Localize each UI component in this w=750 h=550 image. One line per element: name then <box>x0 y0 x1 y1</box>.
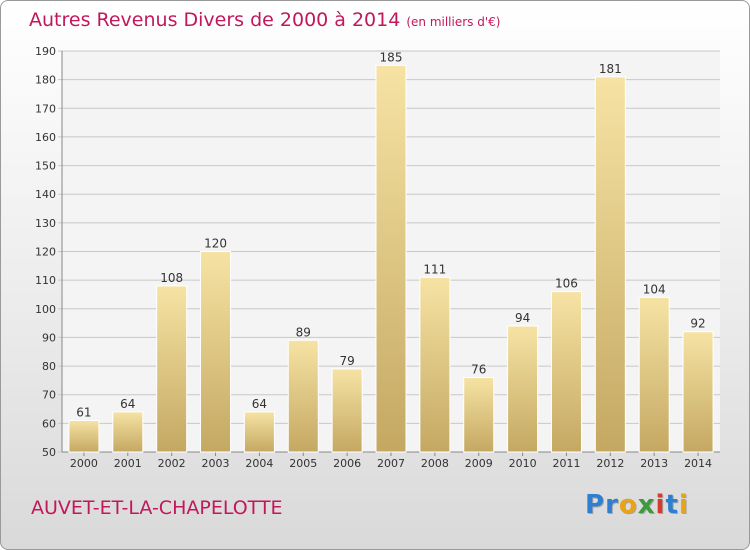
y-tick-label: 140 <box>35 188 56 201</box>
x-tick-label: 2002 <box>158 457 186 470</box>
x-tick-label: 2007 <box>377 457 405 470</box>
bar <box>156 285 188 453</box>
bar <box>682 331 714 453</box>
bar-value-label: 111 <box>423 262 446 276</box>
bar-value-label: 61 <box>76 405 91 419</box>
bar-value-label: 185 <box>380 50 403 64</box>
bar <box>112 411 144 453</box>
bar-value-label: 64 <box>120 397 135 411</box>
logo-letter: P <box>585 490 606 520</box>
y-tick-label: 160 <box>35 131 56 144</box>
bar <box>243 411 275 453</box>
y-tick-label: 100 <box>35 303 56 316</box>
x-tick-label: 2013 <box>640 457 668 470</box>
logo-letter: i <box>655 490 666 520</box>
bar-value-label: 181 <box>599 62 622 76</box>
x-tick-label: 2010 <box>509 457 537 470</box>
y-tick-label: 130 <box>35 217 56 230</box>
x-tick-label: 2006 <box>333 457 361 470</box>
bar-value-label: 76 <box>471 363 486 377</box>
bar <box>331 368 363 453</box>
y-tick-label: 170 <box>35 102 56 115</box>
bar-value-label: 106 <box>555 277 578 291</box>
bar <box>638 296 670 453</box>
x-tick-label: 2000 <box>70 457 98 470</box>
y-tick-label: 70 <box>42 389 56 402</box>
bar <box>550 291 582 453</box>
bar <box>68 419 100 453</box>
bar-value-label: 89 <box>296 325 311 339</box>
x-tick-label: 2014 <box>684 457 712 470</box>
logo-letter: t <box>665 490 679 520</box>
logo-letter: o <box>618 490 638 520</box>
bar <box>287 339 319 453</box>
bar <box>463 377 495 453</box>
y-tick-label: 150 <box>35 160 56 173</box>
bar <box>507 325 539 453</box>
y-tick-label: 60 <box>42 417 56 430</box>
y-tick-label: 110 <box>35 274 56 287</box>
x-tick-label: 2005 <box>289 457 317 470</box>
commune-name: AUVET-ET-LA-CHAPELOTTE <box>31 497 283 519</box>
x-tick-label: 2009 <box>465 457 493 470</box>
bar <box>200 251 232 453</box>
x-tick-label: 2003 <box>202 457 230 470</box>
bar <box>594 76 626 453</box>
bar-value-label: 108 <box>160 271 183 285</box>
bar-value-label: 104 <box>643 282 666 296</box>
y-tick-label: 90 <box>42 331 56 344</box>
x-tick-label: 2012 <box>596 457 624 470</box>
y-tick-label: 180 <box>35 74 56 87</box>
chart-title-text: Autres Revenus Divers de 2000 à 2014 <box>29 9 401 31</box>
chart-unit: (en milliers d'€) <box>406 15 501 29</box>
logo-letter: r <box>605 490 619 520</box>
proxiti-logo[interactable]: Proxiti <box>585 490 689 520</box>
bar-value-label: 120 <box>204 237 227 251</box>
y-tick-label: 190 <box>35 45 56 58</box>
bar-value-label: 94 <box>515 311 530 325</box>
chart-title: Autres Revenus Divers de 2000 à 2014 (en … <box>29 9 500 31</box>
x-tick-label: 2004 <box>245 457 273 470</box>
y-tick-label: 80 <box>42 360 56 373</box>
x-tick-label: 2008 <box>421 457 449 470</box>
bar <box>375 64 407 453</box>
x-tick-label: 2001 <box>114 457 142 470</box>
bar <box>419 276 451 453</box>
y-tick-label: 50 <box>42 446 56 459</box>
bar-value-label: 79 <box>339 354 354 368</box>
bar-value-label: 64 <box>252 397 267 411</box>
x-tick-label: 2011 <box>552 457 580 470</box>
logo-letter: i <box>678 490 689 520</box>
logo-letter: x <box>637 490 656 520</box>
bar-value-label: 92 <box>690 317 705 331</box>
y-tick-label: 120 <box>35 246 56 259</box>
